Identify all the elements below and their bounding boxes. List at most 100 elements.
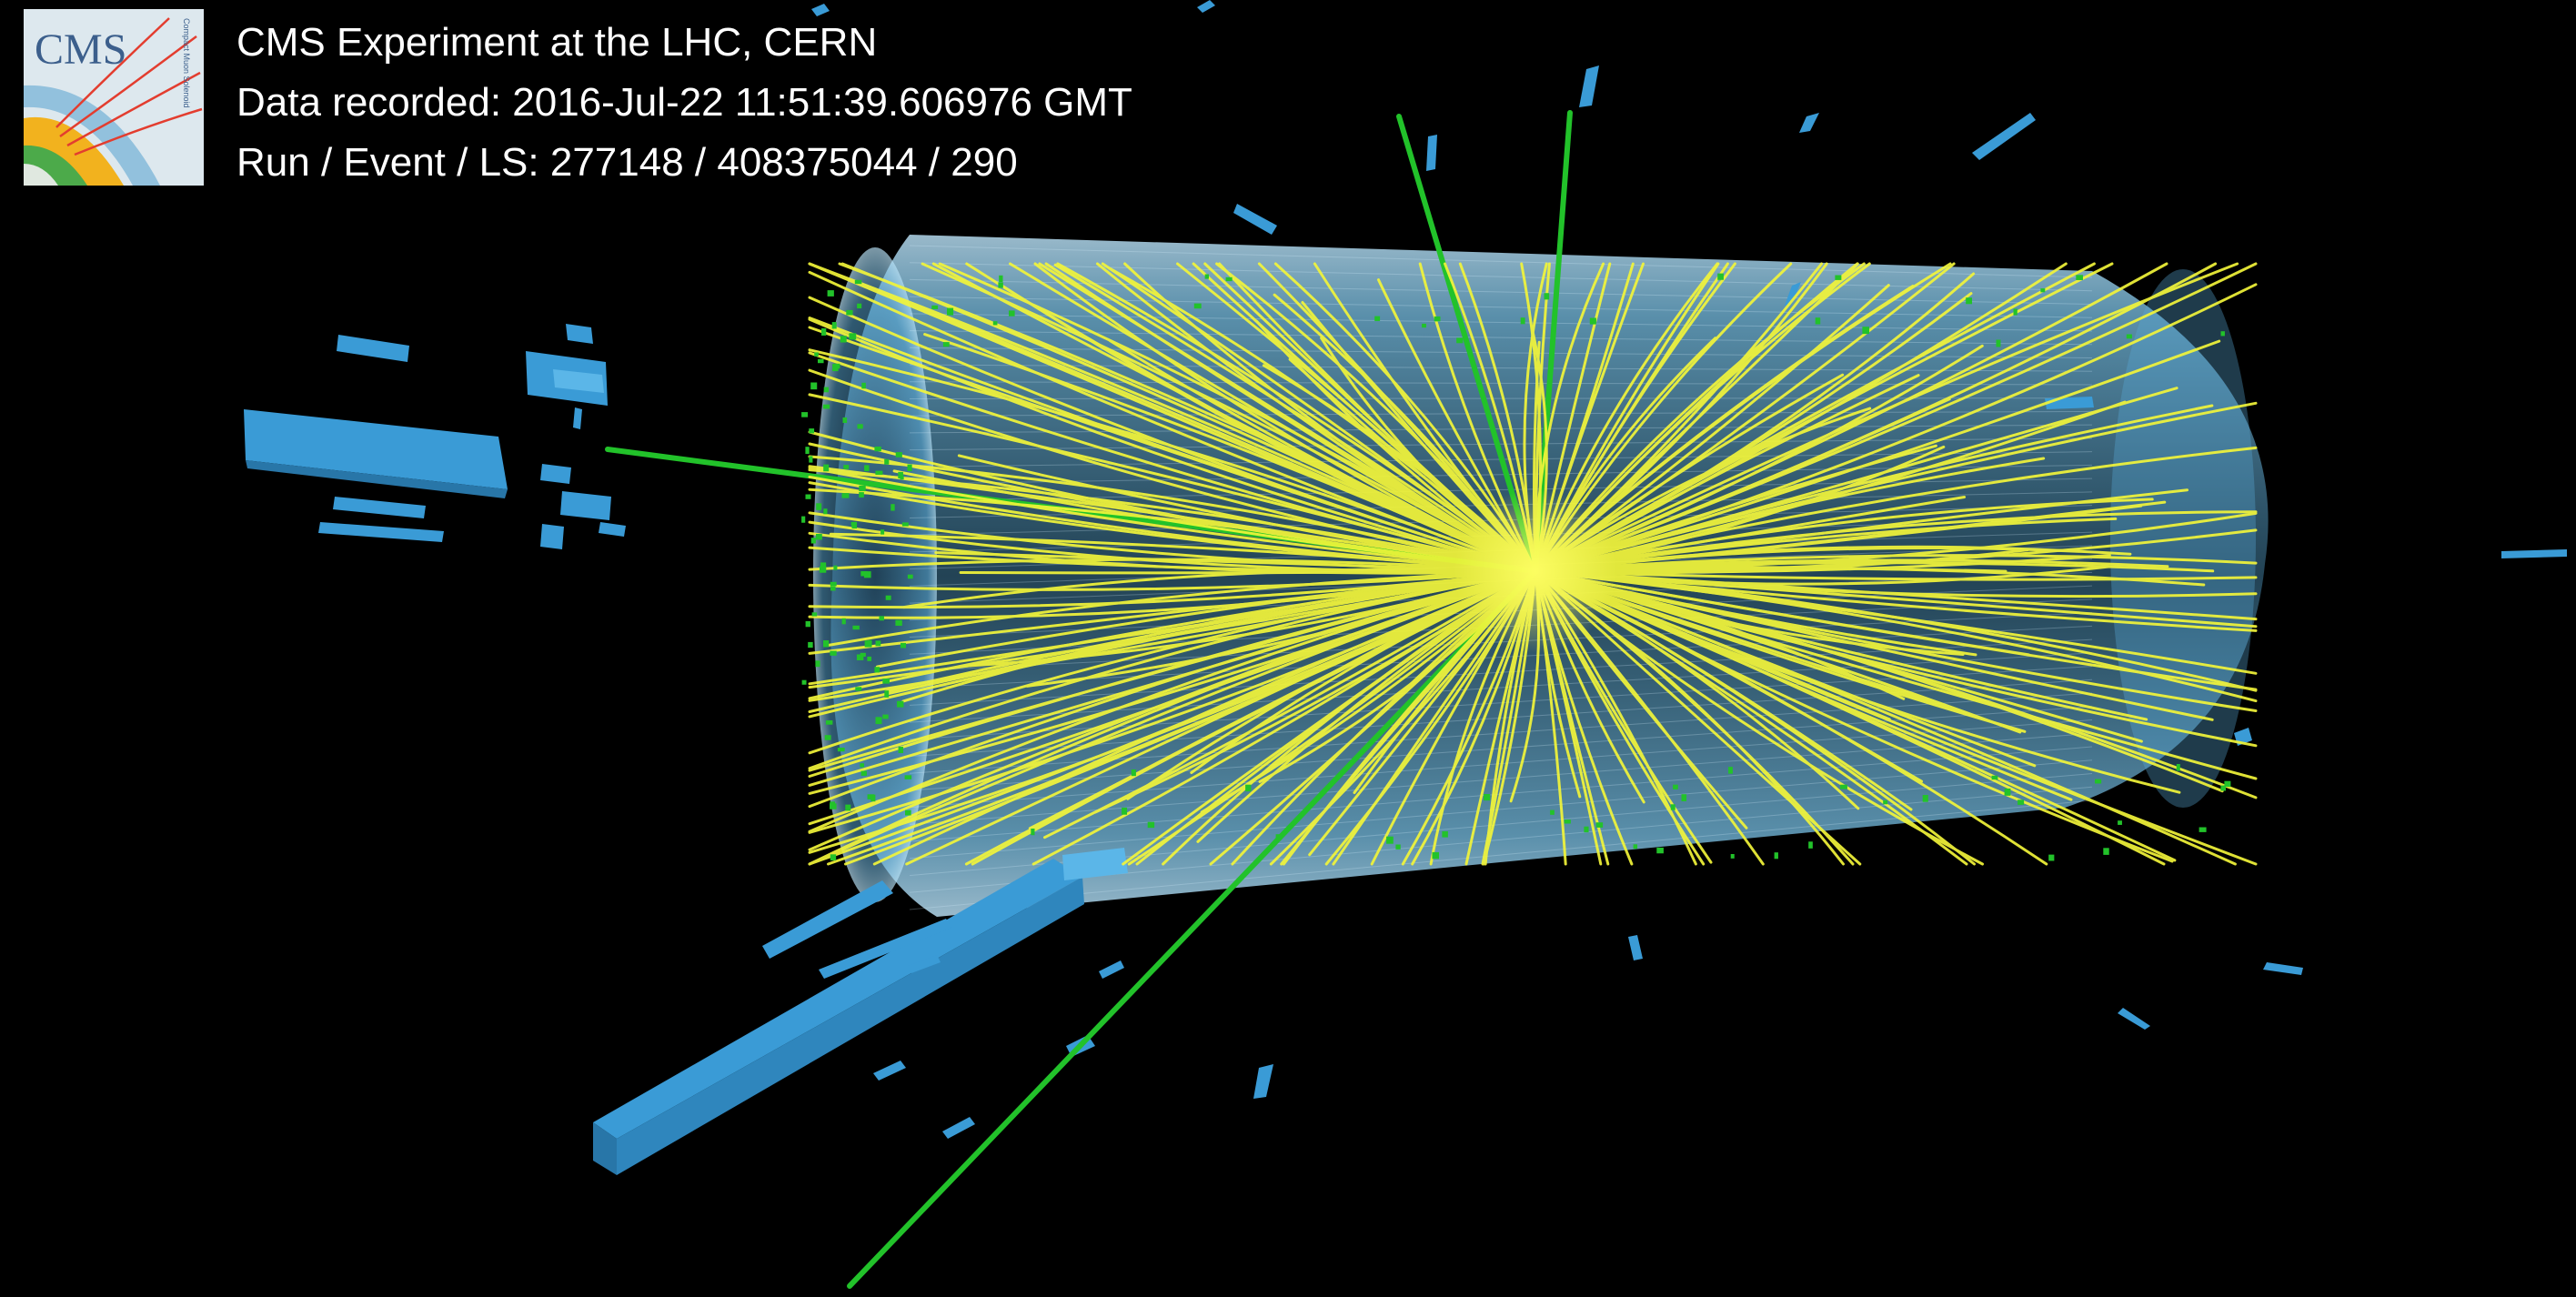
hit	[841, 493, 850, 498]
hit	[821, 328, 827, 336]
hit	[1031, 829, 1035, 836]
hit	[1717, 273, 1724, 280]
event-caption: CMS Experiment at the LHC, CERN Data rec…	[236, 13, 1132, 193]
hit	[2220, 785, 2227, 791]
hit	[809, 428, 815, 434]
hit	[810, 538, 816, 544]
hit	[830, 581, 837, 587]
track	[1534, 569, 2258, 581]
hit	[1808, 841, 1813, 849]
track	[1534, 528, 2258, 573]
hit	[2040, 288, 2046, 293]
hit	[2199, 827, 2207, 832]
hit	[805, 620, 810, 628]
hit	[823, 464, 830, 472]
interaction-vertex	[1454, 489, 1617, 653]
track	[808, 569, 1537, 591]
hit	[2095, 779, 2102, 784]
track	[808, 262, 1537, 573]
track	[808, 569, 1537, 686]
barrel-mesh-line	[909, 759, 2093, 860]
hit	[1245, 784, 1252, 792]
hit	[857, 303, 862, 309]
hit	[882, 679, 890, 684]
cms-logo-text: CMS	[35, 25, 126, 74]
hit	[2048, 854, 2055, 861]
hit	[827, 290, 834, 297]
hit	[875, 470, 883, 476]
hit	[801, 679, 807, 685]
hit	[1009, 310, 1015, 317]
calorimeter-deposits	[244, 0, 2567, 1175]
hit	[905, 809, 911, 816]
hit	[1673, 784, 1678, 789]
barrel-mesh-line	[909, 799, 2093, 910]
hit	[900, 475, 904, 480]
hit	[1484, 794, 1491, 801]
hit	[897, 700, 904, 708]
track	[808, 270, 1537, 573]
track	[965, 262, 1537, 573]
hit	[2103, 848, 2109, 855]
barrel-mesh-line	[909, 245, 2093, 278]
hit	[898, 747, 904, 754]
hit	[823, 387, 830, 393]
hit	[849, 333, 857, 340]
barrel-mesh-line	[909, 410, 2093, 417]
hit	[1862, 327, 1870, 335]
hit	[1991, 775, 1998, 780]
hit	[880, 529, 885, 535]
hit	[875, 717, 882, 725]
hit	[2018, 799, 2025, 805]
hit	[841, 618, 846, 625]
track	[1534, 283, 2258, 573]
hit	[822, 404, 830, 409]
hit	[875, 640, 881, 647]
hit	[1840, 784, 1847, 789]
hit	[1434, 316, 1441, 322]
hit	[823, 508, 828, 515]
hit	[885, 595, 891, 600]
track	[808, 481, 1537, 573]
caption-run-event: Run / Event / LS: 277148 / 408375044 / 2…	[236, 140, 1018, 185]
hit	[864, 465, 870, 472]
hit	[1996, 339, 2001, 347]
track	[808, 467, 1537, 573]
hit	[801, 412, 809, 417]
hit	[859, 485, 866, 492]
hit	[1395, 844, 1401, 850]
hit	[1584, 826, 1589, 833]
barrel-mesh-line	[909, 732, 2093, 825]
hit	[884, 458, 890, 465]
hit	[851, 524, 858, 529]
hit	[818, 358, 824, 364]
barrel-mesh-line	[909, 638, 2093, 706]
track	[1534, 547, 2132, 573]
track	[808, 569, 1537, 866]
hit	[830, 650, 837, 656]
hit	[850, 521, 858, 527]
hit	[931, 305, 939, 309]
hit	[1774, 852, 1778, 860]
hit	[1386, 836, 1394, 844]
hit	[1730, 854, 1735, 859]
hit	[801, 516, 806, 523]
hit	[845, 804, 851, 811]
hit	[840, 336, 847, 343]
track	[902, 568, 1537, 609]
hit	[831, 322, 837, 329]
track	[1534, 262, 2168, 573]
hit	[879, 616, 884, 621]
detector-hits	[801, 273, 2231, 861]
hit	[1728, 767, 1733, 774]
hit	[833, 565, 838, 570]
hit	[843, 465, 850, 469]
track	[808, 455, 1537, 573]
hit	[816, 534, 822, 540]
hit	[895, 619, 902, 626]
hit	[837, 748, 845, 752]
hit	[816, 503, 822, 510]
hit	[1550, 809, 1555, 815]
barrel-mesh-line	[909, 625, 2093, 689]
